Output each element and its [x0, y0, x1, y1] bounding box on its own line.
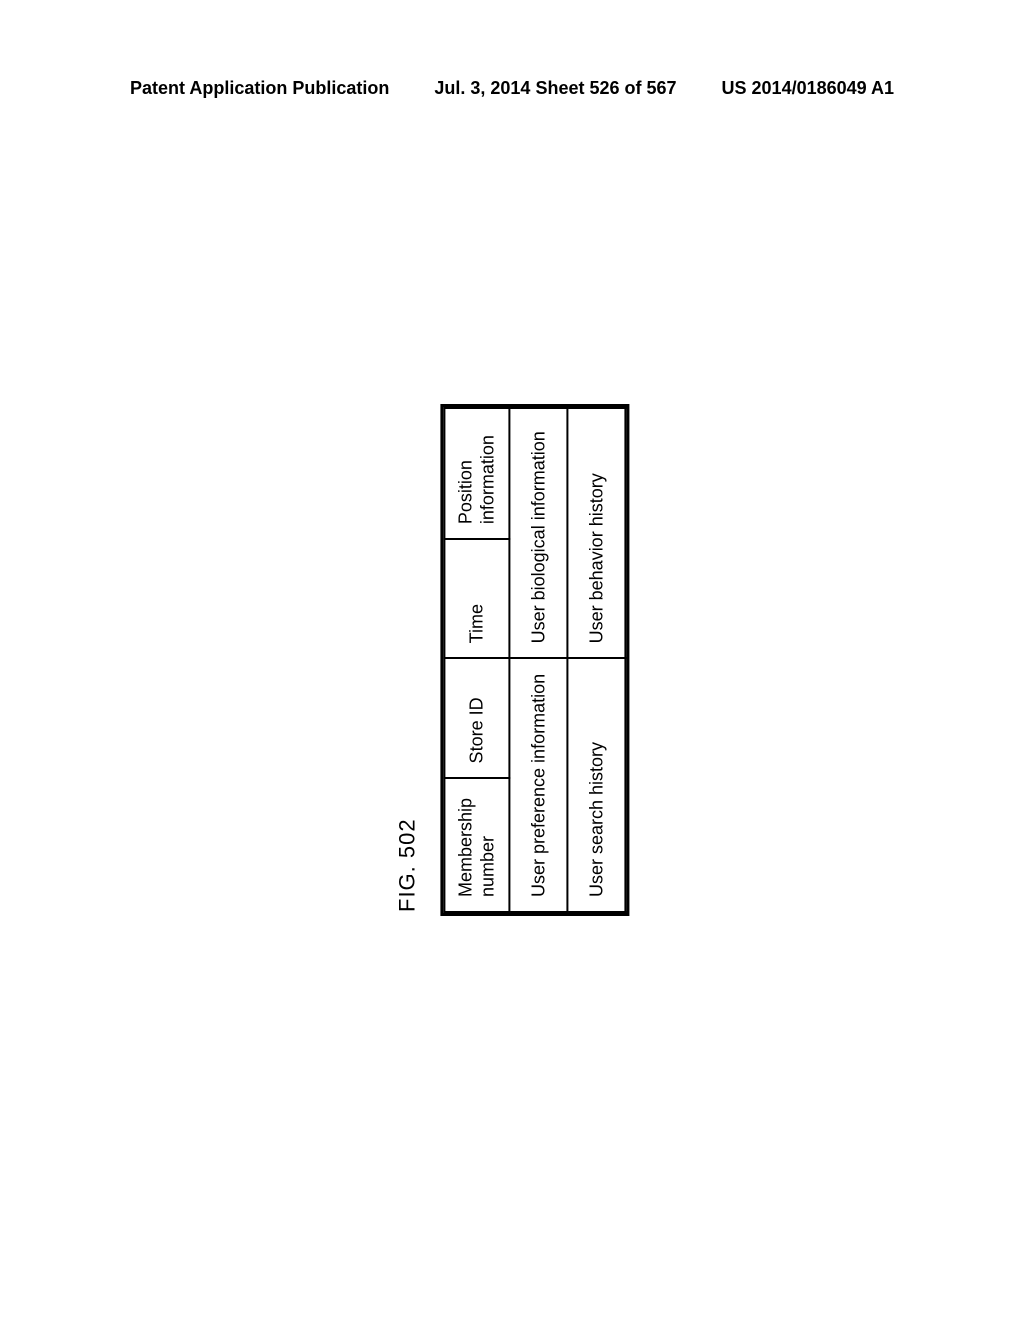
table-row: User search history User behavior histor…	[568, 408, 626, 912]
cell-user-preference: User preference information	[510, 658, 568, 912]
figure-container: FIG. 502 Membership number Store ID Time…	[394, 404, 629, 916]
cell-membership-number: Membership number	[444, 778, 509, 912]
cell-user-behavior-history: User behavior history	[568, 408, 626, 658]
table-row: User preference information User biologi…	[510, 408, 568, 912]
data-table-wrapper: Membership number Store ID Time Position…	[440, 404, 629, 916]
header-publication: Patent Application Publication	[130, 78, 389, 99]
header-patent-number: US 2014/0186049 A1	[722, 78, 894, 99]
cell-user-biological: User biological information	[510, 408, 568, 658]
table-row: Membership number Store ID Time Position…	[444, 408, 509, 912]
figure-label: FIG. 502	[394, 404, 420, 912]
data-table: Membership number Store ID Time Position…	[443, 407, 626, 913]
cell-position-info: Position information	[444, 408, 509, 539]
cell-store-id: Store ID	[444, 658, 509, 778]
header-sheet-info: Jul. 3, 2014 Sheet 526 of 567	[434, 78, 676, 99]
page-header: Patent Application Publication Jul. 3, 2…	[0, 78, 1024, 99]
cell-time: Time	[444, 539, 509, 658]
cell-user-search-history: User search history	[568, 658, 626, 912]
